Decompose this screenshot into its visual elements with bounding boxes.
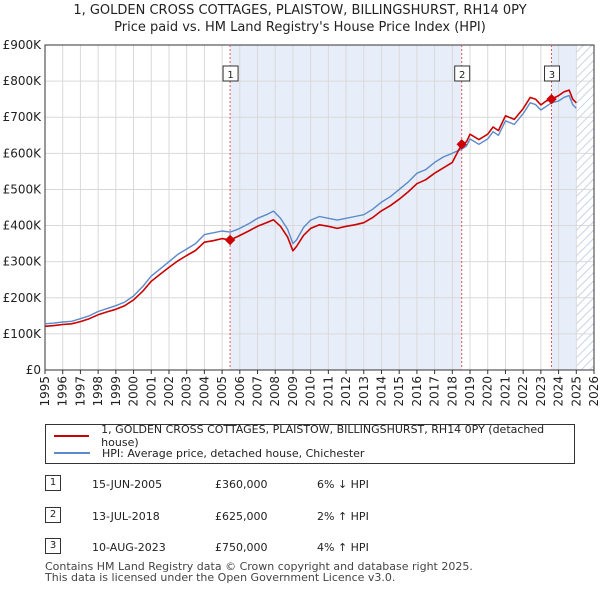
sale-marker-box: [543, 65, 560, 82]
transaction-number: 2: [45, 507, 61, 523]
x-tick-label: 2003: [180, 376, 194, 407]
x-tick-label: 1998: [91, 376, 105, 407]
sale-marker-label: 1: [227, 70, 233, 81]
x-tick-label: 2007: [251, 376, 265, 407]
y-tick-label: £0: [26, 363, 41, 377]
y-tick-label: £300K: [3, 255, 43, 269]
x-tick-label: 2019: [463, 376, 477, 407]
sale-marker-label: 3: [549, 70, 555, 81]
y-tick-label: £800K: [3, 74, 43, 88]
x-tick-label: 1996: [56, 376, 70, 407]
hpi-series-line: [44, 94, 577, 325]
y-tick-label: £900K: [3, 38, 43, 52]
plot-frame: [44, 44, 595, 371]
x-tick-label: 2014: [374, 376, 388, 407]
x-tick-label: 2000: [127, 376, 141, 407]
x-tick-label: 1997: [73, 376, 87, 407]
sale-marker-box: [222, 65, 239, 82]
property-series-line: [44, 89, 577, 328]
x-tick-label: 1999: [109, 376, 123, 407]
y-tick-label: £400K: [3, 219, 43, 233]
ownership-shade: [551, 45, 577, 370]
legend-item-property: 1, GOLDEN CROSS COTTAGES, PLAISTOW, BILL…: [54, 423, 574, 449]
transaction-number: 3: [45, 538, 61, 554]
x-tick-label: 2024: [552, 376, 566, 407]
y-tick-label: £700K: [3, 110, 43, 124]
x-tick-label: 2016: [410, 376, 424, 407]
footer-attribution: Contains HM Land Registry data © Crown c…: [45, 561, 473, 583]
x-tick-label: 2025: [569, 376, 583, 407]
x-tick-label: 2026: [587, 376, 600, 407]
transaction-number: 1: [45, 475, 61, 491]
chart-subtitle: Price paid vs. HM Land Registry's House …: [114, 20, 486, 35]
x-tick-label: 2010: [304, 376, 318, 407]
transaction-hpi-delta: 6% ↓ HPI: [317, 478, 369, 491]
x-tick-label: 2012: [339, 376, 353, 407]
transaction-date: 10-AUG-2023: [92, 541, 166, 554]
x-tick-label: 2017: [428, 376, 442, 407]
transaction-date: 13-JUL-2018: [92, 510, 160, 523]
x-tick-label: 1995: [38, 376, 52, 407]
transaction-row: 2 13-JUL-2018 £625,000 2% ↑ HPI: [45, 507, 585, 527]
transaction-hpi-delta: 2% ↑ HPI: [317, 510, 369, 523]
legend-label-hpi: HPI: Average price, detached house, Chic…: [102, 446, 365, 460]
footer-line-2: This data is licensed under the Open Gov…: [45, 571, 396, 584]
x-tick-label: 2023: [534, 376, 548, 407]
legend-item-hpi: HPI: Average price, detached house, Chic…: [54, 445, 364, 461]
y-tick-label: £600K: [3, 146, 43, 160]
x-tick-label: 2021: [498, 376, 512, 407]
chart-legend: 1, GOLDEN CROSS COTTAGES, PLAISTOW, BILL…: [45, 423, 575, 464]
transaction-price: £360,000: [215, 478, 268, 491]
y-tick-label: £100K: [3, 327, 43, 341]
transaction-hpi-delta: 4% ↑ HPI: [317, 541, 369, 554]
sale-point: [224, 234, 236, 246]
x-tick-label: 2008: [268, 376, 282, 407]
transaction-row: 3 10-AUG-2023 £750,000 4% ↑ HPI: [45, 538, 585, 558]
x-tick-label: 2005: [215, 376, 229, 407]
chart-title: 1, GOLDEN CROSS COTTAGES, PLAISTOW, BILL…: [73, 3, 527, 18]
x-tick-label: 2006: [233, 376, 247, 407]
legend-label-property: 1, GOLDEN CROSS COTTAGES, PLAISTOW, BILL…: [101, 423, 545, 449]
x-tick-label: 2011: [321, 376, 335, 407]
x-tick-label: 2018: [445, 376, 459, 407]
transaction-row: 1 15-JUN-2005 £360,000 6% ↓ HPI: [45, 475, 585, 495]
x-tick-label: 2002: [162, 376, 176, 407]
x-tick-label: 2004: [197, 376, 211, 407]
x-tick-label: 2009: [286, 376, 300, 407]
sale-point: [546, 93, 557, 105]
transaction-price: £750,000: [215, 541, 268, 554]
sale-point: [456, 139, 467, 150]
y-tick-label: £200K: [3, 291, 43, 305]
y-tick-label: £500K: [3, 182, 43, 196]
footer-line-1: Contains HM Land Registry data © Crown c…: [45, 560, 473, 573]
x-tick-label: 2013: [357, 376, 371, 407]
sale-marker-box: [454, 65, 471, 82]
price-chart: £0 £100K £200K £300K £400K £500K £600K £700K £80…: [3, 38, 600, 407]
sale-marker-label: 2: [459, 70, 465, 81]
future-hatch-region: [576, 45, 594, 370]
legend-swatch-hpi: [54, 452, 90, 454]
x-tick-label: 2001: [144, 376, 158, 407]
transaction-date: 15-JUN-2005: [92, 478, 163, 491]
legend-swatch-property: [54, 435, 90, 437]
transaction-price: £625,000: [215, 510, 268, 523]
x-tick-label: 2022: [516, 376, 530, 407]
x-tick-label: 2020: [481, 376, 495, 407]
x-tick-label: 2015: [392, 376, 406, 407]
